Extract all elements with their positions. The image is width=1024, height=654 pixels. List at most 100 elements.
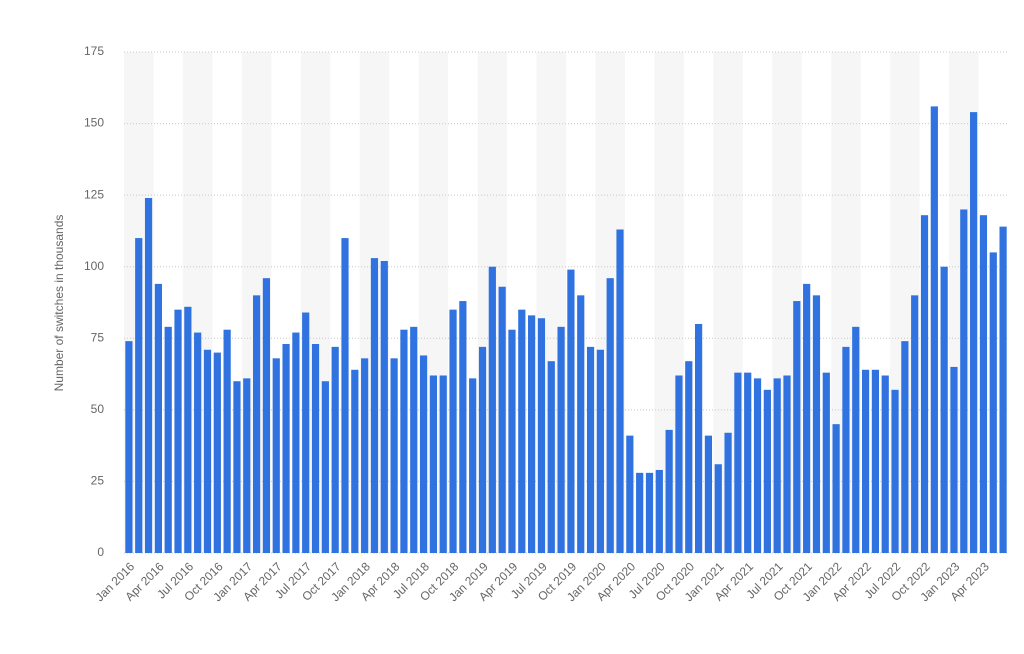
- bar: [665, 429, 673, 553]
- bar: [223, 329, 231, 553]
- y-tick-label: 75: [91, 330, 105, 344]
- bar: [616, 229, 624, 554]
- bar: [174, 309, 182, 553]
- bar: [203, 349, 212, 553]
- bar: [744, 372, 752, 553]
- bar: [852, 326, 860, 553]
- bar: [724, 432, 732, 553]
- bar: [528, 315, 536, 553]
- bar: [331, 346, 339, 553]
- bar: [488, 266, 496, 553]
- bar: [361, 358, 369, 553]
- bar: [400, 329, 408, 553]
- bar: [979, 215, 988, 553]
- bar: [842, 346, 850, 553]
- bar: [636, 472, 644, 553]
- bar: [292, 332, 300, 553]
- bar: [655, 469, 663, 553]
- bar: [930, 106, 938, 553]
- bar: [586, 346, 595, 553]
- bar: [812, 295, 821, 553]
- y-tick-label: 25: [91, 474, 105, 488]
- bar: [695, 323, 703, 553]
- bar: [675, 375, 683, 553]
- bar: [783, 375, 791, 553]
- bar: [478, 346, 487, 553]
- bar: [557, 326, 565, 553]
- bar: [311, 344, 320, 553]
- bar: [999, 226, 1007, 554]
- bar: [321, 381, 329, 553]
- bar: [832, 424, 840, 553]
- bar: [596, 349, 604, 553]
- bar: [773, 378, 781, 553]
- bar: [351, 369, 359, 553]
- bar: [803, 283, 811, 553]
- y-tick-label: 100: [84, 259, 104, 273]
- bar: [135, 238, 143, 554]
- y-tick-label: 175: [84, 44, 104, 58]
- bar: [233, 381, 241, 553]
- bar: [518, 309, 526, 553]
- bar: [449, 309, 457, 553]
- bar: [459, 301, 467, 553]
- bar: [606, 278, 614, 553]
- bar: [282, 344, 290, 553]
- bar: [253, 295, 261, 553]
- bar: [970, 112, 978, 554]
- bar: [822, 372, 830, 553]
- bar: [881, 375, 889, 553]
- bar: [645, 472, 654, 553]
- bar: [262, 278, 271, 553]
- bar: [626, 435, 634, 553]
- bar: [940, 266, 948, 553]
- bar: [508, 329, 516, 553]
- y-tick-label: 150: [84, 116, 104, 130]
- bar: [410, 326, 418, 553]
- bar: [685, 361, 693, 553]
- bar: [891, 389, 899, 553]
- bar: [419, 355, 428, 553]
- bar: [704, 435, 713, 553]
- bar: [390, 358, 398, 553]
- bar: [734, 372, 742, 553]
- y-tick-label: 50: [91, 402, 105, 416]
- bar: [213, 352, 221, 553]
- bar: [871, 369, 879, 553]
- bar: [370, 258, 379, 553]
- y-tick-label: 0: [97, 545, 104, 559]
- bar: [960, 209, 968, 553]
- y-tick-label: 125: [84, 187, 104, 201]
- bar: [989, 252, 997, 553]
- bar: [567, 269, 575, 553]
- bar: [302, 312, 310, 553]
- bar: [911, 295, 919, 553]
- bar: [901, 341, 909, 553]
- bar: [125, 341, 133, 553]
- bar: [577, 295, 585, 553]
- bar: [439, 375, 447, 553]
- bar: [380, 260, 388, 553]
- bar: [469, 378, 477, 553]
- bar: [547, 361, 555, 553]
- bar: [184, 306, 192, 553]
- bar: [164, 326, 172, 553]
- bar: [861, 369, 870, 553]
- bar: [154, 283, 162, 553]
- bar: [243, 378, 251, 553]
- bar: [341, 238, 349, 554]
- bar: [429, 375, 437, 553]
- bar: [950, 366, 958, 553]
- bar: [920, 215, 929, 553]
- bar: [763, 389, 771, 553]
- bar: [753, 378, 762, 553]
- bar: [194, 332, 202, 553]
- y-axis-label: Number of switches in thousands: [52, 215, 66, 392]
- bar: [498, 286, 506, 553]
- bar: [537, 318, 546, 553]
- bar: [793, 301, 801, 553]
- bar: [144, 198, 153, 553]
- bar: [714, 464, 722, 553]
- bar: [272, 358, 280, 553]
